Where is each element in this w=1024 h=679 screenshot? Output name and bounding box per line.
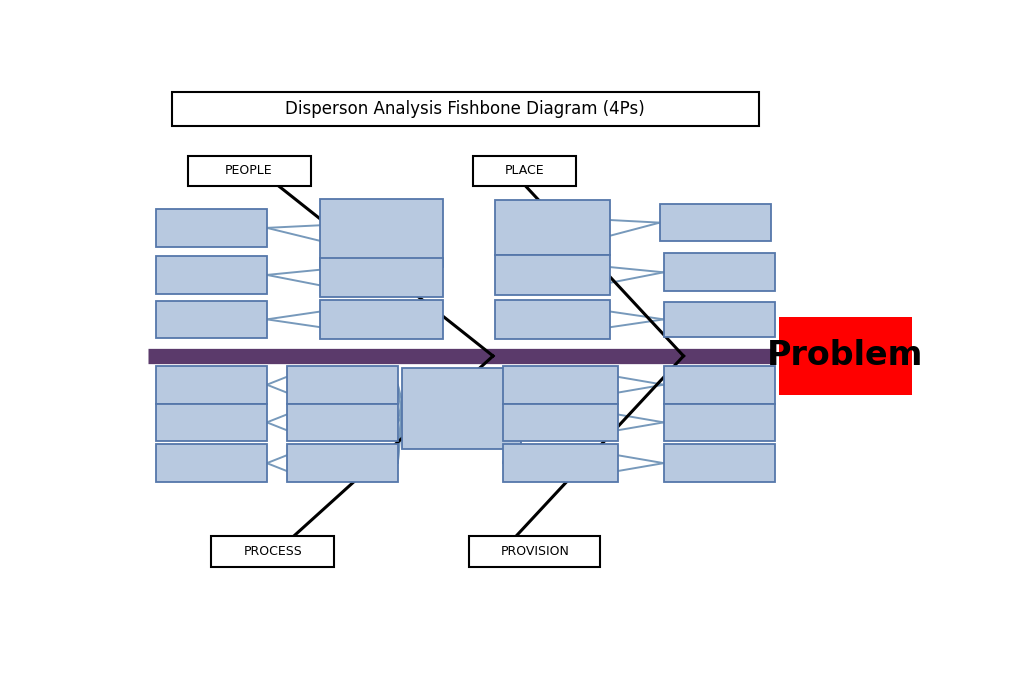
Bar: [156, 366, 267, 403]
Bar: [473, 155, 577, 186]
Bar: [664, 253, 775, 291]
Bar: [495, 299, 610, 339]
Bar: [156, 403, 267, 441]
Bar: [503, 366, 618, 403]
Bar: [156, 301, 267, 338]
Text: Problem: Problem: [767, 340, 924, 373]
Bar: [664, 403, 775, 441]
Text: PROVISION: PROVISION: [501, 545, 569, 558]
Bar: [287, 444, 398, 482]
Bar: [401, 368, 521, 449]
Text: PLACE: PLACE: [505, 164, 545, 177]
Bar: [495, 255, 610, 295]
Bar: [172, 92, 759, 126]
Bar: [321, 258, 443, 297]
Text: PEOPLE: PEOPLE: [225, 164, 272, 177]
Bar: [187, 155, 310, 186]
Bar: [156, 209, 267, 246]
Bar: [287, 366, 398, 403]
Bar: [659, 204, 771, 242]
Bar: [156, 256, 267, 294]
Bar: [778, 316, 912, 395]
Bar: [469, 536, 600, 567]
Bar: [321, 299, 443, 339]
Bar: [287, 403, 398, 441]
Bar: [664, 301, 775, 337]
Bar: [664, 366, 775, 403]
Text: PROCESS: PROCESS: [244, 545, 302, 558]
Bar: [211, 536, 334, 567]
Bar: [321, 199, 443, 267]
Bar: [156, 444, 267, 482]
Bar: [495, 200, 610, 255]
Bar: [503, 403, 618, 441]
Bar: [503, 444, 618, 482]
Text: Disperson Analysis Fishbone Diagram (4Ps): Disperson Analysis Fishbone Diagram (4Ps…: [286, 100, 645, 118]
Bar: [664, 444, 775, 482]
